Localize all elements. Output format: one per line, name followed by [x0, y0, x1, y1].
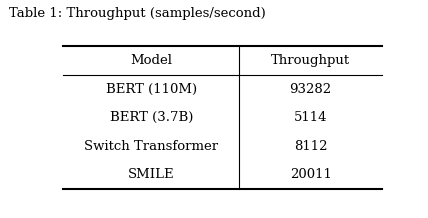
Text: SMILE: SMILE [128, 168, 175, 181]
Text: 20011: 20011 [290, 168, 332, 181]
Text: 8112: 8112 [294, 140, 327, 153]
Text: Model: Model [131, 54, 172, 67]
Text: 5114: 5114 [294, 111, 327, 124]
Text: Throughput: Throughput [271, 54, 350, 67]
Text: BERT (110M): BERT (110M) [106, 83, 197, 96]
Text: 93282: 93282 [289, 83, 332, 96]
Text: Switch Transformer: Switch Transformer [84, 140, 218, 153]
Text: BERT (3.7B): BERT (3.7B) [110, 111, 193, 124]
Text: Table 1: Throughput (samples/second): Table 1: Throughput (samples/second) [9, 7, 265, 20]
